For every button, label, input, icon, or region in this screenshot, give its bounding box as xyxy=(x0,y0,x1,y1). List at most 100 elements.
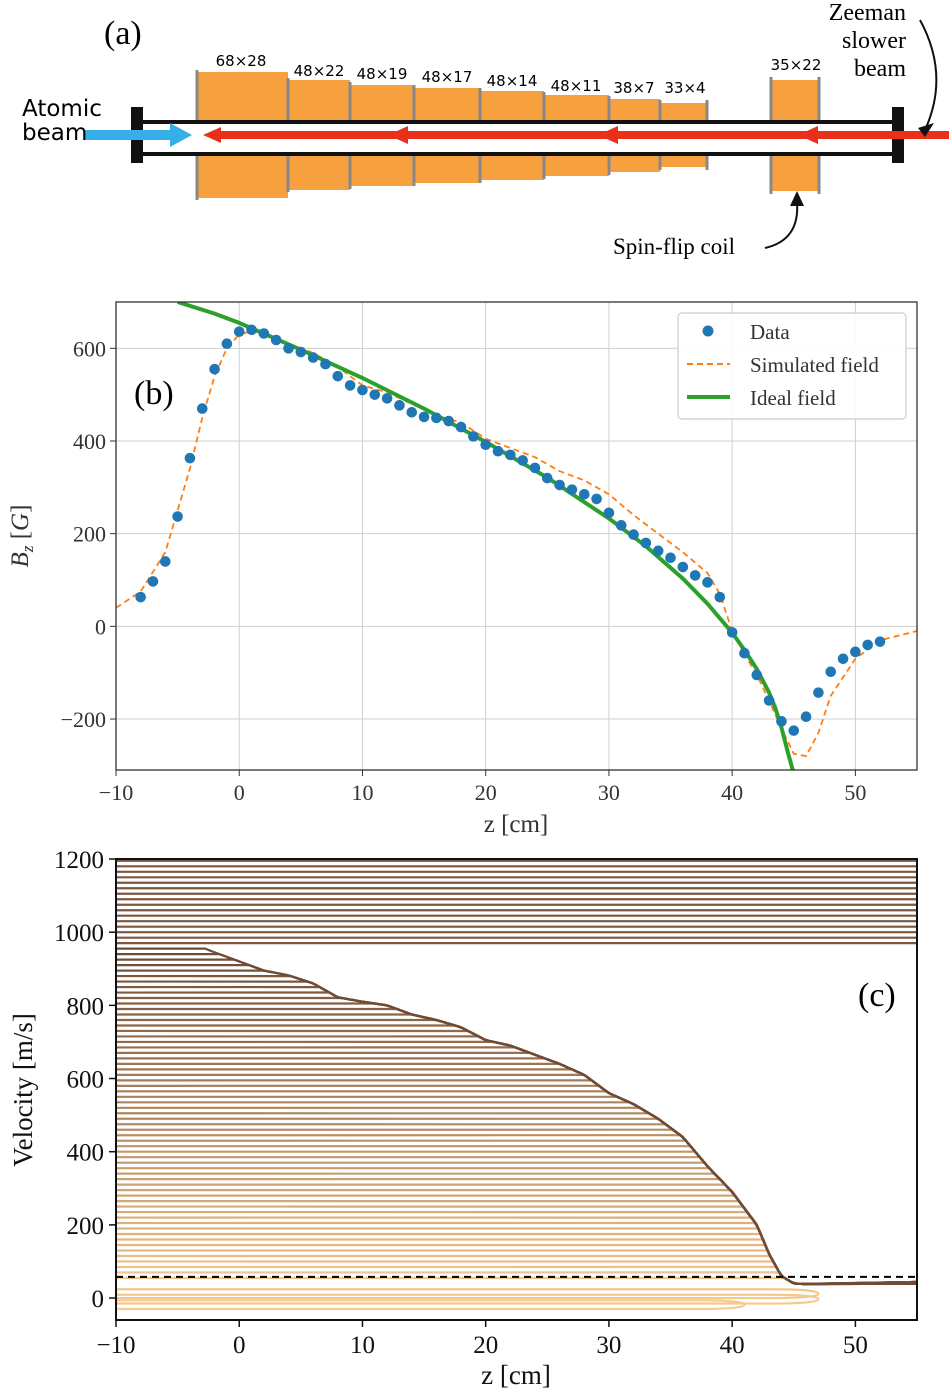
data-point xyxy=(542,472,553,484)
x-tick-label: 40 xyxy=(720,1332,745,1359)
x-tick-label: 20 xyxy=(473,1332,498,1359)
coil-label: 38×7 xyxy=(613,79,654,97)
trajectory-line xyxy=(116,1079,917,1286)
data-point xyxy=(147,576,159,587)
data-point xyxy=(307,352,319,363)
data-point xyxy=(443,415,455,427)
data-point xyxy=(135,591,146,603)
data-point xyxy=(480,439,491,451)
trajectory-line xyxy=(116,1188,917,1286)
svg-text:beam: beam xyxy=(22,120,87,146)
panel-b-frame xyxy=(115,301,918,771)
data-point xyxy=(357,384,368,396)
y-tick-label: −200 xyxy=(61,707,106,732)
trajectory-line xyxy=(116,1123,917,1286)
legend-box xyxy=(677,312,907,420)
data-point xyxy=(295,346,307,358)
data-point xyxy=(615,520,627,531)
data-point xyxy=(554,479,565,491)
data-point xyxy=(591,493,602,505)
atomic-beam-arrow xyxy=(84,123,192,147)
data-point xyxy=(258,328,270,339)
x-tick-label: 50 xyxy=(843,1332,868,1359)
svg-text:beam: beam xyxy=(854,56,906,82)
y-tick-label: 200 xyxy=(67,1213,105,1240)
data-point xyxy=(505,449,516,461)
data-point xyxy=(726,627,738,638)
panel-c-plot-area xyxy=(116,859,917,1311)
trajectory-line xyxy=(116,1254,917,1286)
y-tick-label: 600 xyxy=(67,1067,105,1094)
data-point xyxy=(159,556,171,567)
x-tick-label: 0 xyxy=(234,780,245,805)
coil-label: 35×22 xyxy=(771,56,822,74)
y-tick-label: 1200 xyxy=(54,847,104,874)
panel-b-plot-area xyxy=(116,302,917,770)
data-point xyxy=(209,363,220,375)
trajectory-line xyxy=(116,1265,917,1286)
panel-b-ylabel: Bz [G] xyxy=(7,505,37,568)
legend-data-marker xyxy=(702,325,714,337)
simulated-field-line xyxy=(116,330,917,758)
coil-label: 48×19 xyxy=(357,65,408,83)
data-point xyxy=(689,570,701,581)
y-tick-label: 400 xyxy=(73,429,106,454)
data-point xyxy=(603,507,615,519)
data-point xyxy=(800,711,812,723)
y-tick-label: 400 xyxy=(67,1140,105,1167)
data-point xyxy=(850,646,861,658)
x-tick-label: 40 xyxy=(721,780,743,805)
data-point xyxy=(640,537,652,549)
data-point xyxy=(246,324,257,336)
data-point xyxy=(221,338,233,350)
y-tick-label: 800 xyxy=(67,993,105,1020)
data-point xyxy=(418,411,430,423)
data-point xyxy=(369,389,381,400)
slower-laser-beam xyxy=(203,126,949,144)
data-point xyxy=(320,358,331,370)
y-tick-label: 0 xyxy=(95,614,106,639)
data-point xyxy=(739,647,750,659)
data-point xyxy=(196,403,208,414)
trajectory-line xyxy=(116,1112,917,1286)
data-point xyxy=(468,431,479,442)
trajectory-line xyxy=(116,1002,917,1286)
trajectory-line xyxy=(116,1035,917,1286)
x-tick-label: 10 xyxy=(350,1332,375,1359)
data-point xyxy=(665,552,676,564)
data-point xyxy=(628,529,639,540)
data-point xyxy=(381,393,393,404)
panel-c-ticks: −10 0 10 20 30 40 50 0 200 400 600 800 1000 1200 xyxy=(54,847,868,1359)
panel-c-xlabel: z [cm] xyxy=(481,1360,551,1390)
data-point xyxy=(578,488,590,500)
data-point xyxy=(862,639,874,651)
data-point xyxy=(283,343,294,354)
data-point xyxy=(813,687,824,698)
slower-beam-pointer-head xyxy=(918,123,934,137)
coil-label: 48×11 xyxy=(551,77,602,95)
x-tick-label: 50 xyxy=(844,780,866,805)
x-tick-label: 30 xyxy=(596,1332,621,1359)
data-point xyxy=(788,725,800,736)
data-point xyxy=(825,666,837,678)
panel-a-label: (a) xyxy=(104,15,142,52)
data-point xyxy=(233,326,245,337)
data-point xyxy=(763,695,775,706)
data-point xyxy=(172,511,183,522)
data-point xyxy=(332,370,344,382)
x-tick-label: 30 xyxy=(598,780,620,805)
coil-label: 68×28 xyxy=(216,52,267,70)
y-tick-label: 200 xyxy=(73,522,106,547)
panel-c-ylabel: Velocity [m/s] xyxy=(8,1013,38,1167)
trajectory-line xyxy=(116,1013,917,1286)
panel-c-label: (c) xyxy=(858,977,896,1014)
data-point xyxy=(517,455,528,466)
data-point xyxy=(529,462,541,474)
spin-flip-pointer xyxy=(764,201,799,249)
data-point xyxy=(394,400,405,411)
panel-b-legend: Data Simulated field Ideal field xyxy=(677,312,907,420)
x-tick-label: 0 xyxy=(233,1332,246,1359)
trajectory-line xyxy=(116,1221,917,1286)
